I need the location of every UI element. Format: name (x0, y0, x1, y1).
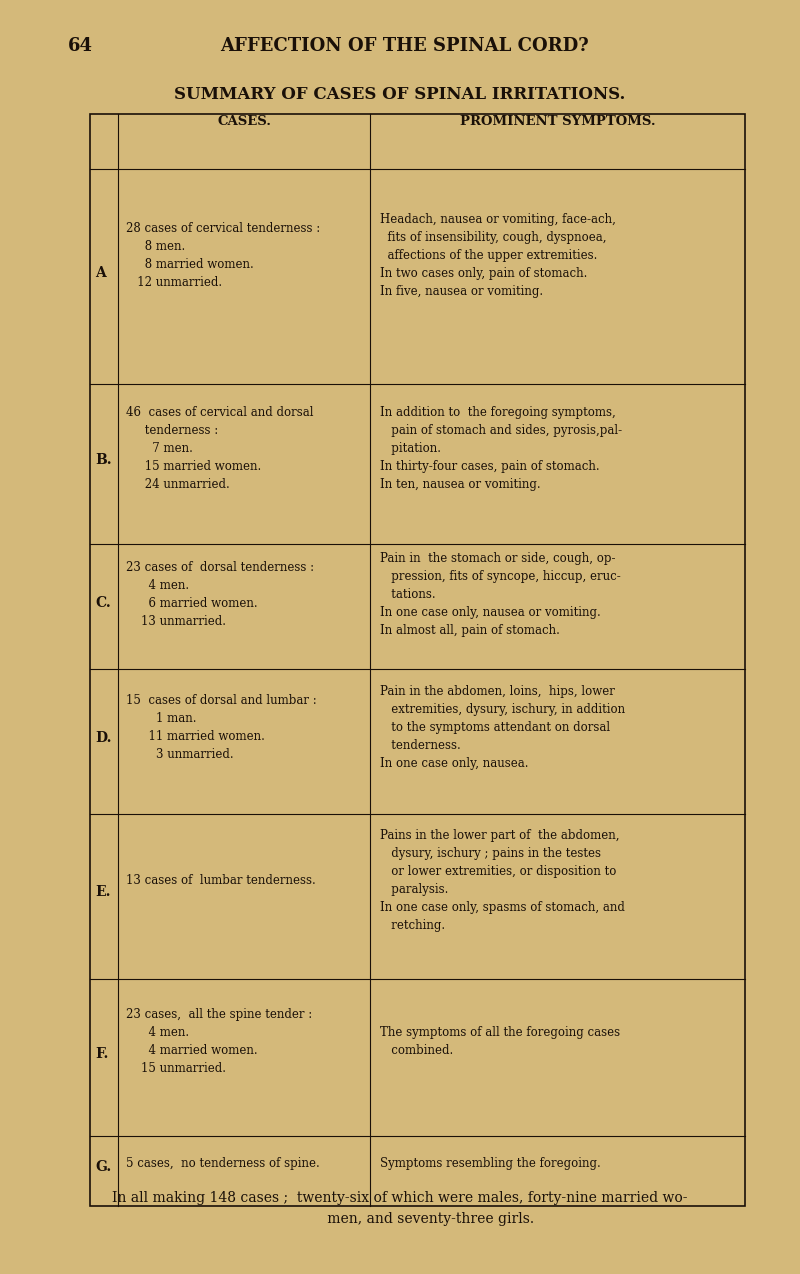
Text: D.: D. (95, 730, 111, 744)
Text: 64: 64 (68, 37, 93, 55)
Text: B.: B. (95, 454, 112, 468)
Text: F.: F. (95, 1046, 108, 1060)
Text: 46  cases of cervical and dorsal
     ten​derness :
       7 men.
     15 marrie: 46 cases of cervical and dorsal ten​dern… (126, 405, 314, 490)
Text: E.: E. (95, 885, 110, 899)
Text: PROMINENT SYMPTOMS.: PROMINENT SYMPTOMS. (460, 115, 655, 127)
Text: In all making 148 cases ;  twenty-six of which were males, forty-nine married wo: In all making 148 cases ; twenty-six of … (112, 1191, 688, 1226)
Text: A: A (95, 265, 106, 279)
Text: Pain in  the stomach or side, cough, op-
   pression, fits of syncope, hiccup, e: Pain in the stomach or side, cough, op- … (380, 552, 621, 637)
Bar (90, 113, 745, 1206)
Text: Symptoms resembling the foregoing.: Symptoms resembling the foregoing. (380, 1158, 601, 1171)
Text: AFFECTION OF THE SPINAL CORD?: AFFECTION OF THE SPINAL CORD? (220, 37, 589, 55)
Text: 13 cases of  lumbar tenderness.: 13 cases of lumbar tenderness. (126, 874, 316, 887)
Text: C.: C. (95, 595, 110, 609)
Text: SUMMARY OF CASES OF SPINAL IRRITATIONS.: SUMMARY OF CASES OF SPINAL IRRITATIONS. (174, 87, 626, 103)
Text: The symptoms of all the foregoing cases
   combined.: The symptoms of all the foregoing cases … (380, 1027, 620, 1057)
Text: G.: G. (95, 1161, 111, 1175)
Text: In addition to  the foregoing symptoms,
   pain of stomach and sides, pyrosis,pa: In addition to the foregoing symptoms, p… (380, 405, 622, 490)
Text: 15  cases of dorsal and lumbar :
        1 man.
      11 married women.
        : 15 cases of dorsal and lumbar : 1 man. 1… (126, 693, 317, 761)
Text: CASES.: CASES. (217, 115, 271, 127)
Text: 23 cases of  dorsal tenderness :
      4 men.
      6 married women.
    13 unma: 23 cases of dorsal tenderness : 4 men. 6… (126, 561, 314, 628)
Text: 23 cases,  all the spine tender :
      4 men.
      4 married women.
    15 unm: 23 cases, all the spine tender : 4 men. … (126, 1008, 312, 1075)
Text: Headach, nausea or vomiting, face-ach,
  fits of insensibility, cough, dyspnoea,: Headach, nausea or vomiting, face-ach, f… (380, 213, 616, 298)
Text: Pain in the abdomen, loins,  hips, lower
   extremities, dysury, ischury, in add: Pain in the abdomen, loins, hips, lower … (380, 684, 625, 769)
Text: Pains in the lower part of  the abdomen,
   dysury, ischury ; pains in the teste: Pains in the lower part of the abdomen, … (380, 828, 625, 931)
Text: 28 cases of cervical tenderness :
     8 men.
     8 married women.
   12 unmarr: 28 cases of cervical tenderness : 8 men.… (126, 222, 320, 288)
Text: 5 cases,  no tenderness of spine.: 5 cases, no tenderness of spine. (126, 1158, 320, 1171)
